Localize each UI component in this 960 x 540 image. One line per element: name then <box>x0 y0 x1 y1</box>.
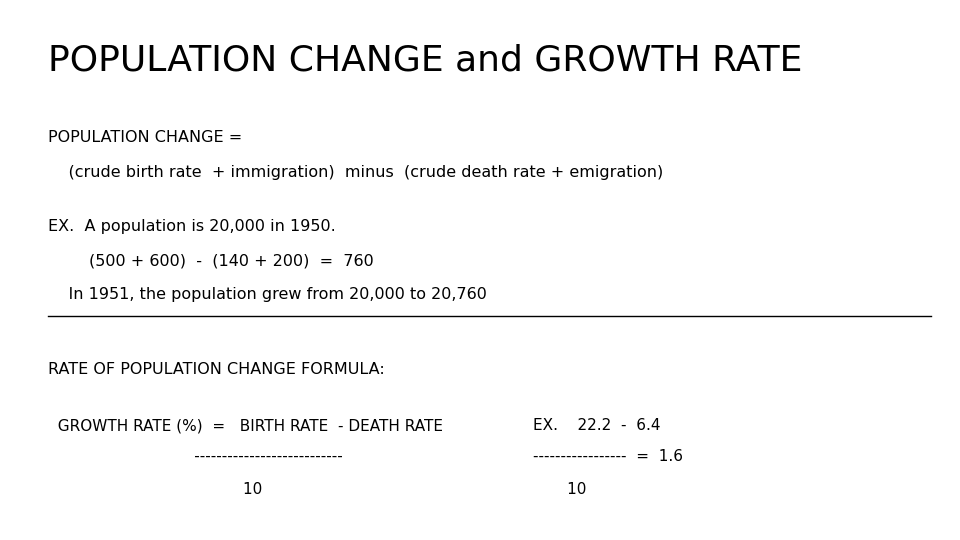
Text: POPULATION CHANGE and GROWTH RATE: POPULATION CHANGE and GROWTH RATE <box>48 43 803 77</box>
Text: 10: 10 <box>533 482 587 497</box>
Text: 10: 10 <box>48 482 262 497</box>
Text: In 1951, the population grew from 20,000 to 20,760: In 1951, the population grew from 20,000… <box>48 287 487 302</box>
Text: ---------------------------: --------------------------- <box>48 449 343 464</box>
Text: EX.  A population is 20,000 in 1950.: EX. A population is 20,000 in 1950. <box>48 219 336 234</box>
Text: POPULATION CHANGE =: POPULATION CHANGE = <box>48 130 242 145</box>
Text: -----------------  =  1.6: ----------------- = 1.6 <box>533 449 683 464</box>
Text: RATE OF POPULATION CHANGE FORMULA:: RATE OF POPULATION CHANGE FORMULA: <box>48 362 385 377</box>
Text: (crude birth rate  + immigration)  minus  (crude death rate + emigration): (crude birth rate + immigration) minus (… <box>48 165 663 180</box>
Text: (500 + 600)  -  (140 + 200)  =  760: (500 + 600) - (140 + 200) = 760 <box>48 254 373 269</box>
Text: GROWTH RATE (%)  =   BIRTH RATE  - DEATH RATE: GROWTH RATE (%) = BIRTH RATE - DEATH RAT… <box>48 418 443 434</box>
Text: EX.    22.2  -  6.4: EX. 22.2 - 6.4 <box>533 418 660 434</box>
